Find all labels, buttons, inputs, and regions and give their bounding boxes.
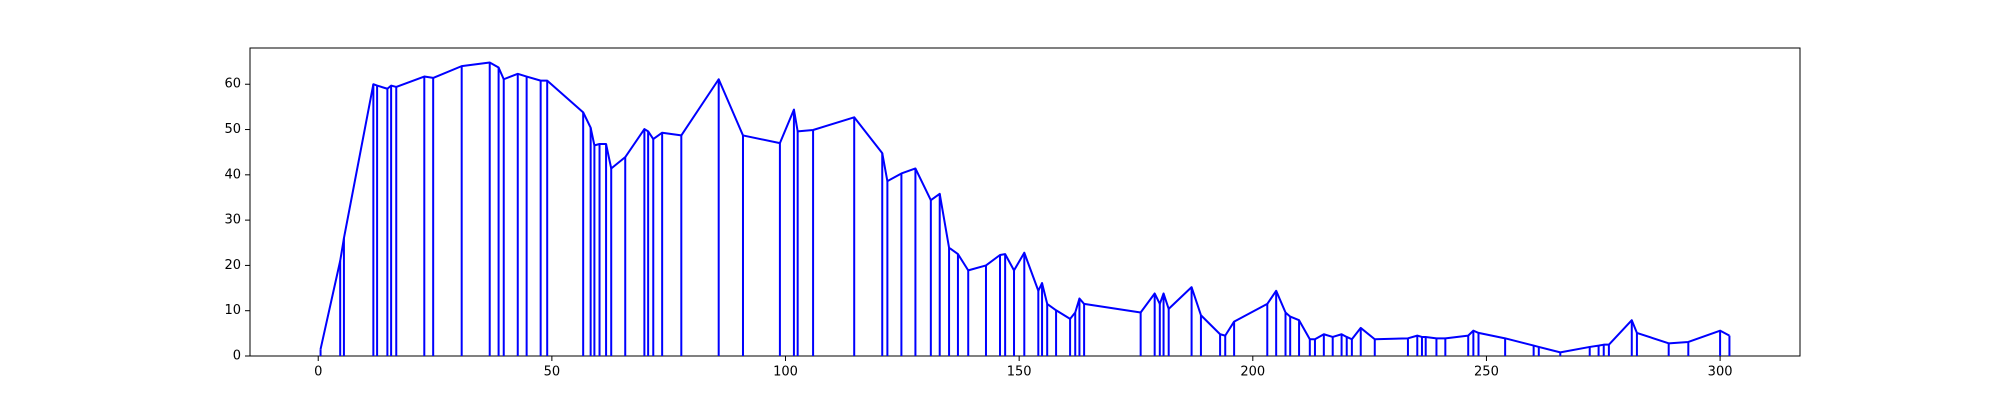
- y-tick-label: 20: [224, 258, 241, 273]
- x-tick-label: 200: [1240, 365, 1265, 380]
- y-tick-label: 40: [224, 167, 241, 182]
- y-tick-label: 60: [224, 77, 241, 92]
- x-tick-label: 0: [314, 365, 322, 380]
- data-line: [319, 61, 1730, 354]
- x-tick-label: 250: [1474, 365, 1499, 380]
- x-tick-label: 50: [544, 365, 561, 380]
- x-tick-label: 150: [1007, 365, 1032, 380]
- y-tick-label: 50: [224, 122, 241, 137]
- x-tick-label: 100: [773, 365, 798, 380]
- y-tick-label: 10: [224, 303, 241, 318]
- y-tick-label: 30: [224, 213, 241, 228]
- y-tick-label: 0: [233, 349, 241, 364]
- x-tick-label: 300: [1708, 365, 1733, 380]
